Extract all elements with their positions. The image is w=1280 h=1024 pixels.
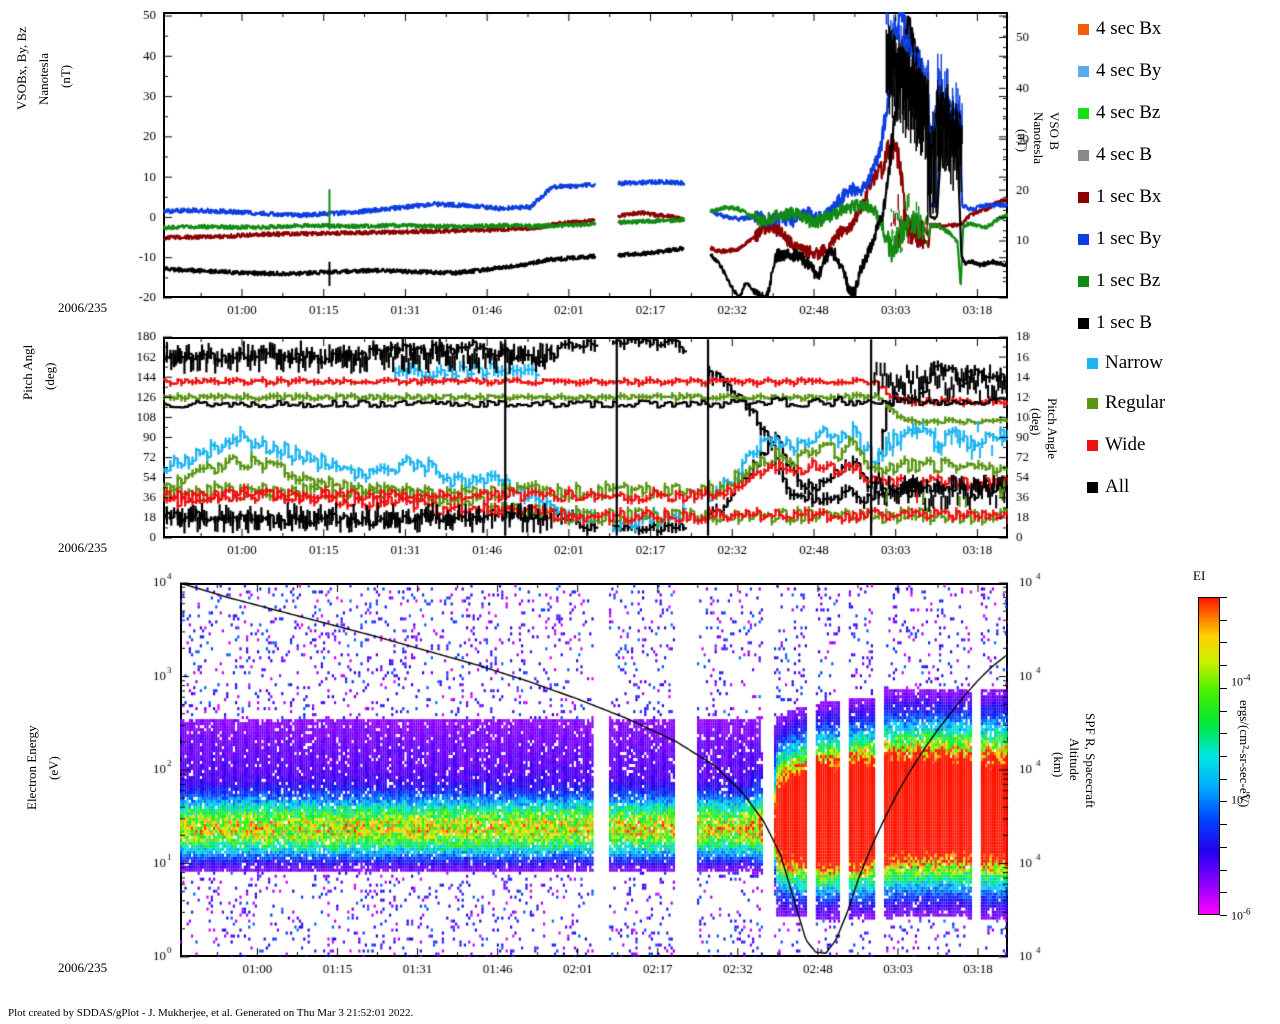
colorbar-minor-tick xyxy=(1220,687,1227,689)
legend-item-label: Narrow xyxy=(1105,352,1164,373)
legend-item-label: 1 sec B xyxy=(1096,312,1152,333)
panel1-date-label: 2006/235 xyxy=(58,300,108,315)
legend-item-label: 1 sec By xyxy=(1096,228,1162,249)
colorbar-minor-tick xyxy=(1220,824,1227,826)
colorbar-minor-tick xyxy=(1220,801,1227,803)
legend-item-label: 4 sec Bx xyxy=(1096,18,1162,39)
legend-item-all[interactable]: All xyxy=(1078,466,1278,508)
legend-item-label: 1 sec Bz xyxy=(1096,270,1161,291)
legend-item-label: 4 sec By xyxy=(1096,60,1162,81)
legend-swatch-icon xyxy=(1078,65,1089,77)
panel3-date-label: 2006/235 xyxy=(58,960,108,975)
colorbar-unit-label: ergs/(cm²-sr-sec-eV) xyxy=(1237,700,1252,808)
legend-swatch-icon xyxy=(1078,107,1089,119)
legend: 4 sec Bx 4 sec By 4 sec Bz 4 sec B 1 sec Bx 1… xyxy=(1078,8,1278,508)
colorbar-tick-label: 10-5 xyxy=(1231,790,1251,807)
legend-item-1-sec-bz[interactable]: 1 sec Bz xyxy=(1078,260,1278,302)
colorbar-minor-tick xyxy=(1220,733,1227,735)
footer-credit: Plot created by SDDAS/gPlot - J. Mukherj… xyxy=(8,1007,414,1019)
colorbar-minor-tick xyxy=(1220,665,1227,667)
legend-item-label: Wide xyxy=(1105,434,1146,455)
legend-item-4-sec-bz[interactable]: 4 sec Bz xyxy=(1078,92,1278,134)
legend-item-1-sec-by[interactable]: 1 sec By xyxy=(1078,218,1278,260)
colorbar-minor-tick xyxy=(1220,846,1227,848)
colorbar-minor-tick xyxy=(1220,915,1227,916)
panel3-ylabel-right-line3: (km) xyxy=(1051,752,1066,778)
legend-swatch-icon xyxy=(1078,23,1089,35)
panel2-ylabel-right-line2: (deg) xyxy=(1029,408,1044,436)
legend-item-1-sec-b[interactable]: 1 sec B xyxy=(1078,302,1278,344)
colorbar-minor-tick xyxy=(1220,597,1227,598)
legend-item-4-sec-b[interactable]: 4 sec B xyxy=(1078,134,1278,176)
panel1-ylabel-left-line2: Nanotesla xyxy=(36,53,51,105)
legend-swatch-icon xyxy=(1078,317,1089,329)
colorbar-minor-tick xyxy=(1220,642,1227,644)
colorbar-gradient xyxy=(1198,597,1220,915)
legend-item-narrow[interactable]: Narrow xyxy=(1078,344,1278,382)
panel1-ylabel-right-line3: (nT) xyxy=(1015,129,1030,153)
panel3-ylabel-left-line2: (eV) xyxy=(46,756,61,780)
legend-item-4-sec-bx[interactable]: 4 sec Bx xyxy=(1078,8,1278,50)
colorbar-minor-tick xyxy=(1220,869,1227,871)
panel-pitch-angle-plot xyxy=(163,337,1008,538)
colorbar-tick-label: 10-6 xyxy=(1231,906,1251,923)
colorbar-title: EI xyxy=(1193,568,1206,583)
legend-swatch-icon xyxy=(1078,233,1089,245)
panel2-date-label: 2006/235 xyxy=(58,540,108,555)
legend-item-label: All xyxy=(1105,476,1130,497)
panel3-ylabel-left-line1: Electron Energy xyxy=(24,725,39,810)
legend-swatch-icon xyxy=(1078,149,1089,161)
panel2-ylabel-left-line2: (deg) xyxy=(42,362,57,390)
colorbar-minor-tick xyxy=(1220,710,1227,712)
colorbar-minor-tick xyxy=(1220,619,1227,621)
legend-item-regular[interactable]: Regular xyxy=(1078,382,1278,424)
legend-swatch-icon xyxy=(1078,275,1089,287)
legend-swatch-icon xyxy=(1087,357,1098,369)
legend-item-label: 4 sec Bz xyxy=(1096,102,1161,123)
panel-electron-spectrogram-plot xyxy=(180,583,1008,957)
panel3-ylabel-right-line1: SPF R, Spacecraft xyxy=(1083,713,1098,808)
colorbar-tick-label: 10-4 xyxy=(1231,672,1251,689)
legend-swatch-icon xyxy=(1078,191,1089,203)
colorbar-minor-tick xyxy=(1220,892,1227,894)
legend-swatch-icon xyxy=(1087,397,1098,409)
legend-swatch-icon xyxy=(1087,481,1098,493)
legend-item-label: Regular xyxy=(1105,392,1166,413)
panel-magnetic-field-plot xyxy=(163,12,1008,298)
legend-item-label: 1 sec Bx xyxy=(1096,186,1162,207)
panel1-ylabel-left-line3: (nT) xyxy=(58,64,73,88)
colorbar: 10-4 10-5 10-6 xyxy=(1198,597,1251,923)
legend-item-4-sec-by[interactable]: 4 sec By xyxy=(1078,50,1278,92)
colorbar-minor-tick xyxy=(1220,778,1227,780)
legend-swatch-icon xyxy=(1087,439,1098,451)
legend-item-wide[interactable]: Wide xyxy=(1078,424,1278,466)
colorbar-minor-tick xyxy=(1220,756,1227,757)
legend-item-label: 4 sec B xyxy=(1096,144,1152,165)
legend-item-1-sec-bx[interactable]: 1 sec Bx xyxy=(1078,176,1278,218)
